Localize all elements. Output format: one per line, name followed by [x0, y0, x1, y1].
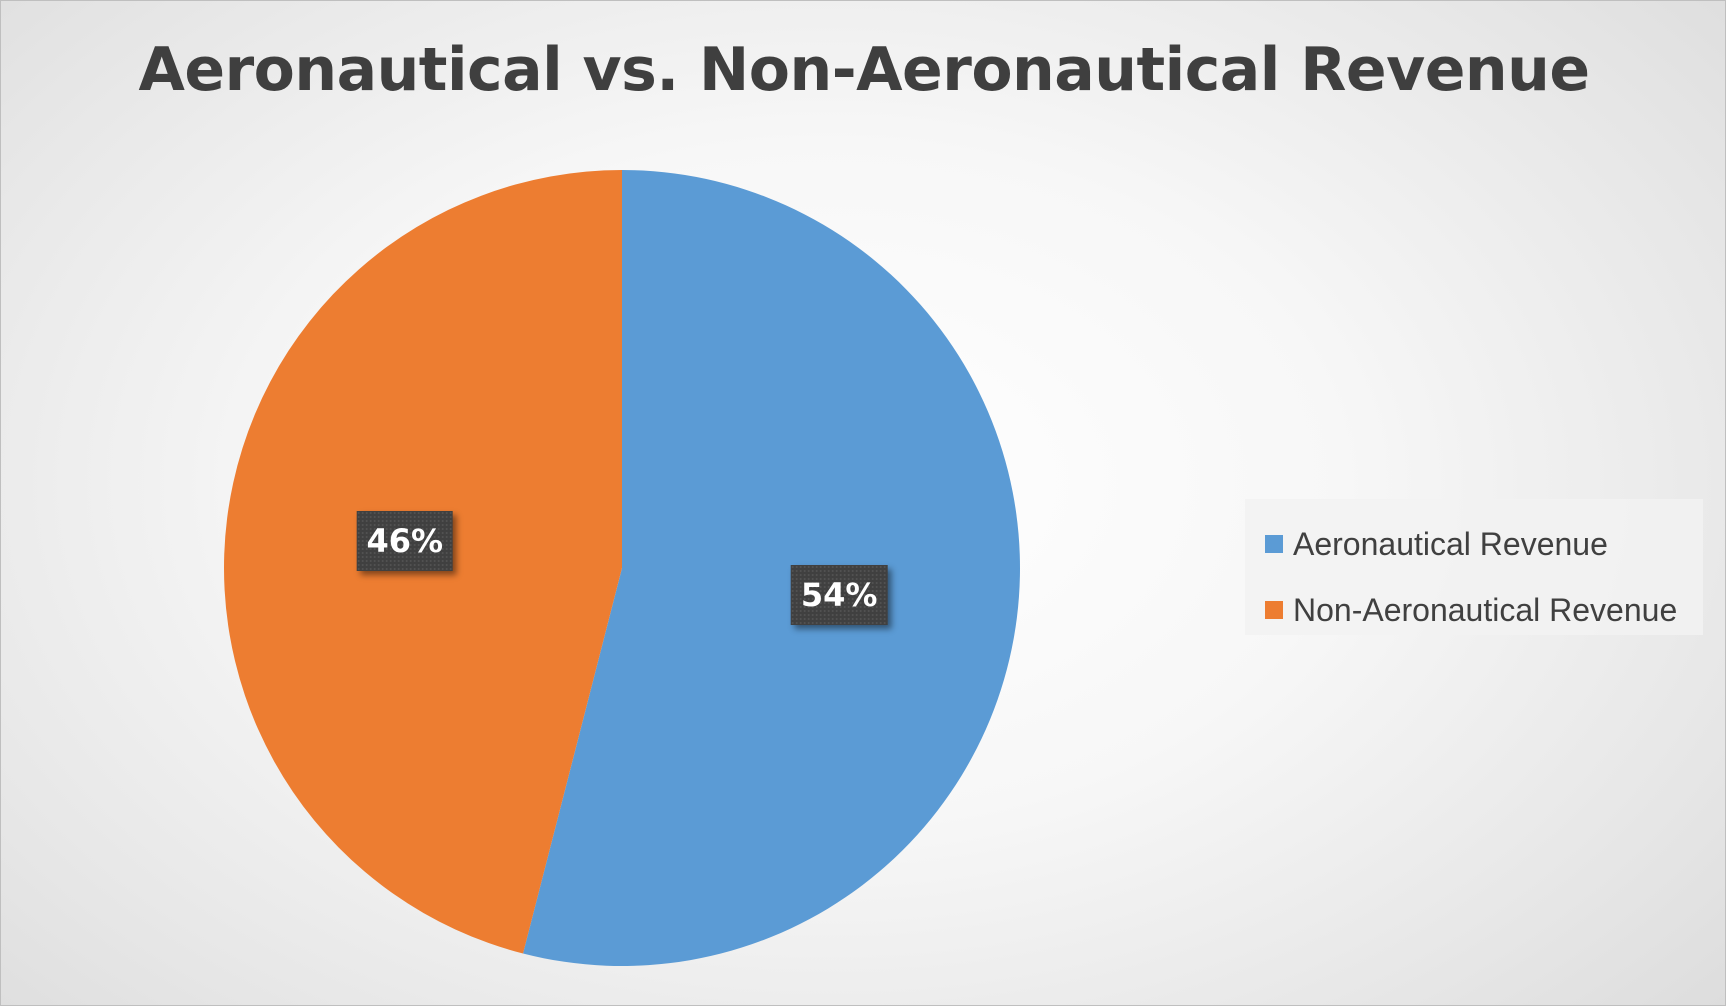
- legend-swatch-aeronautical: [1265, 535, 1283, 553]
- legend-label-non-aeronautical: Non-Aeronautical Revenue: [1293, 591, 1678, 628]
- legend: Aeronautical Revenue Non-Aeronautical Re…: [1245, 499, 1703, 635]
- pie-slice-aeronautical-revenue: [523, 170, 1020, 967]
- legend-label-aeronautical: Aeronautical Revenue: [1293, 525, 1608, 562]
- legend-swatch-non-aeronautical: [1265, 601, 1283, 619]
- chart-title: Aeronautical vs. Non-Aeronautical Revenu…: [138, 35, 1590, 105]
- legend-item-aeronautical: Aeronautical Revenue: [1265, 511, 1703, 577]
- legend-item-non-aeronautical: Non-Aeronautical Revenue: [1265, 577, 1703, 643]
- data-label-non-aeronautical-revenue: 46%: [356, 510, 454, 571]
- data-label-aeronautical-revenue: 54%: [790, 565, 888, 626]
